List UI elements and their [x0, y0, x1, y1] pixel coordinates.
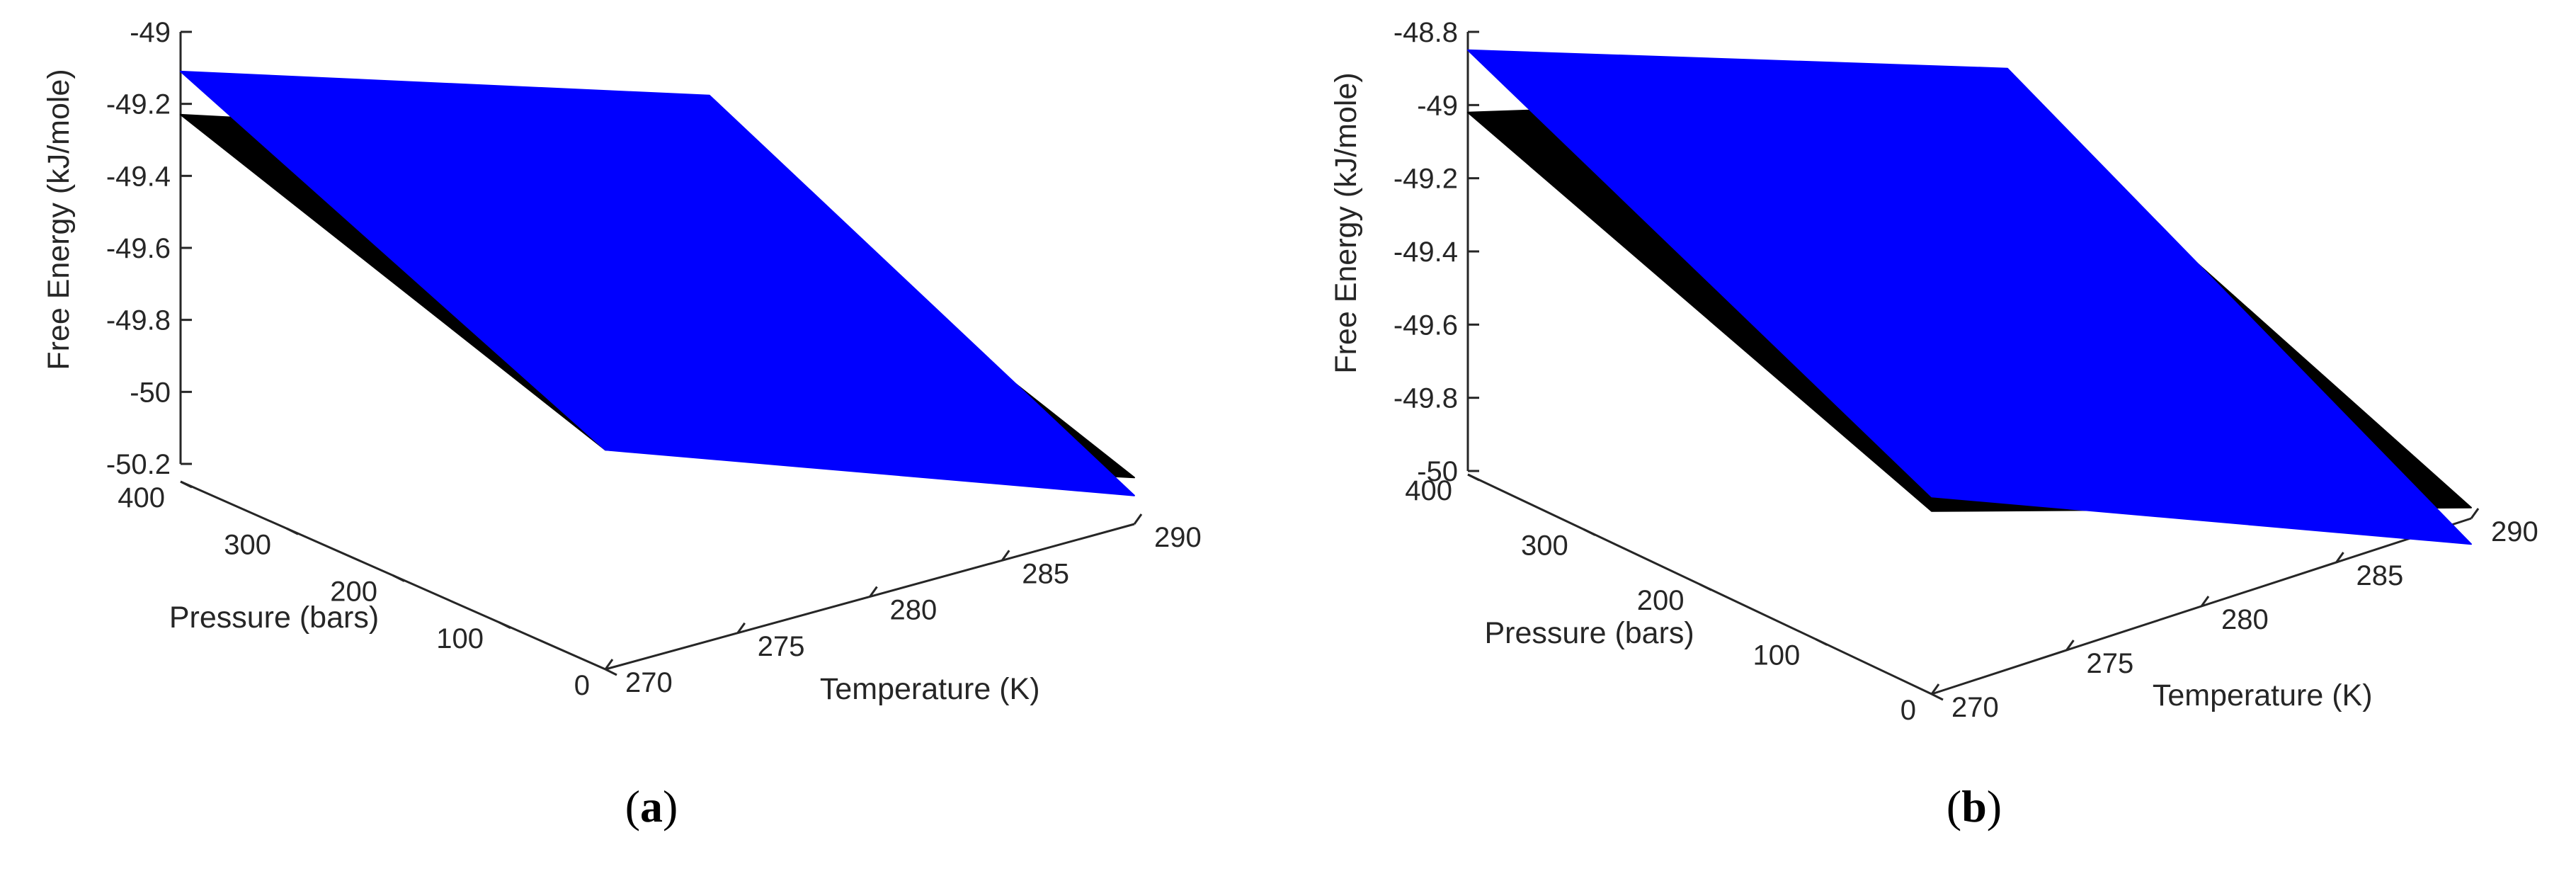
pressure-tick-mark	[286, 527, 299, 535]
temperature-tick-label: 270	[1951, 692, 1999, 723]
free-energy-tick-label: -49	[130, 17, 171, 48]
panel-label: (b)	[1947, 781, 2002, 831]
free-energy-tick-label: -49.8	[106, 305, 171, 336]
temperature-tick-mark	[1133, 513, 1143, 525]
temperature-tick-label: 275	[758, 631, 805, 662]
temperature-tick-mark	[1930, 683, 1940, 695]
free-energy-axis-label: Free Energy (kJ/mole)	[42, 69, 76, 370]
pressure-tick-label: 300	[1521, 530, 1568, 562]
pressure-tick-mark	[605, 668, 617, 676]
free-energy-tick-label: -49.2	[106, 89, 171, 120]
pressure-tick-label: 400	[1405, 475, 1452, 506]
temperature-tick-mark	[869, 586, 878, 598]
temperature-tick-label: 275	[2087, 648, 2134, 679]
temperature-tick-label: 270	[625, 667, 673, 698]
temperature-tick-label: 290	[2491, 516, 2538, 547]
pressure-tick-label: 200	[330, 577, 377, 608]
pressure-tick-mark	[1467, 473, 1480, 482]
pressure-tick-label: 0	[1900, 695, 1916, 726]
free-energy-tick-label: -48.8	[1394, 17, 1458, 48]
pressure-axis-label: Pressure (bars)	[1484, 616, 1694, 650]
temperature-tick-label: 285	[1022, 558, 1069, 589]
temperature-tick-mark	[736, 622, 746, 634]
pressure-tick-label: 200	[1637, 585, 1685, 616]
panel-label-letter: a	[640, 781, 663, 831]
blue-surface	[180, 70, 1135, 496]
free-energy-tick-label: -49.4	[106, 161, 171, 192]
pressure-tick-mark	[1931, 693, 1944, 701]
pressure-tick-mark	[1699, 583, 1712, 591]
pressure-tick-mark	[392, 574, 405, 582]
free-energy-tick-label: -49.8	[1394, 383, 1458, 414]
pressure-tick-label: 100	[1753, 640, 1801, 671]
panel-label-open-paren: (	[1947, 781, 1961, 831]
panel-label-close-paren: )	[1987, 781, 2002, 831]
temperature-tick-label: 290	[1154, 522, 1202, 553]
pressure-tick-label: 400	[118, 482, 165, 513]
temperature-tick-mark	[1001, 550, 1010, 562]
pressure-tick-label: 100	[436, 623, 484, 654]
chart-panel-a: 270 275 280 285 290 0 100 200 300 400-50.2 -50 -49.…	[42, 17, 1202, 831]
free-energy-axis-label: Free Energy (kJ/mole)	[1329, 72, 1363, 373]
temperature-tick-mark	[2200, 596, 2210, 607]
pressure-tick-label: 0	[574, 670, 590, 701]
free-energy-tick-label: -49.6	[106, 233, 171, 264]
pressure-tick-mark	[498, 621, 511, 630]
temperature-tick-mark	[2335, 552, 2344, 563]
free-energy-tick-label: -50	[1417, 456, 1458, 487]
free-energy-tick-label: -49.2	[1394, 164, 1458, 195]
temperature-axis-label: Temperature (K)	[820, 672, 1040, 706]
panel-label-letter: b	[1961, 781, 1987, 831]
temperature-tick-mark	[604, 659, 614, 670]
free-energy-tick-label: -49	[1417, 90, 1458, 121]
temperature-tick-mark	[2470, 508, 2480, 519]
panel-label-open-paren: (	[625, 781, 640, 831]
free-energy-tick-label: -49.4	[1394, 237, 1458, 268]
blue-surface	[1467, 49, 2472, 545]
free-energy-tick-label: -49.6	[1394, 309, 1458, 341]
panel-label: (a)	[625, 781, 678, 831]
temperature-tick-mark	[2065, 640, 2075, 651]
pressure-tick-mark	[1815, 638, 1828, 646]
panel-label-close-paren: )	[663, 781, 678, 831]
temperature-tick-label: 280	[2221, 604, 2269, 635]
pressure-tick-mark	[1583, 528, 1596, 536]
temperature-tick-label: 285	[2356, 560, 2404, 591]
free-energy-tick-label: -50	[130, 377, 171, 408]
chart-panel-b: 270 275 280 285 290 0 100 200 300 400-50 -49.8 -49.…	[1329, 17, 2538, 831]
free-energy-tick-label: -50.2	[106, 449, 171, 480]
temperature-axis-label: Temperature (K)	[2153, 678, 2373, 712]
temperature-tick-label: 280	[890, 595, 937, 626]
pressure-axis-label: Pressure (bars)	[169, 601, 379, 635]
pressure-tick-mark	[180, 480, 193, 489]
pressure-tick-label: 300	[224, 529, 271, 560]
